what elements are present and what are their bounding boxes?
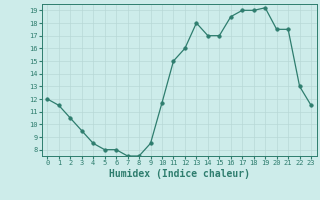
X-axis label: Humidex (Indice chaleur): Humidex (Indice chaleur) — [109, 169, 250, 179]
